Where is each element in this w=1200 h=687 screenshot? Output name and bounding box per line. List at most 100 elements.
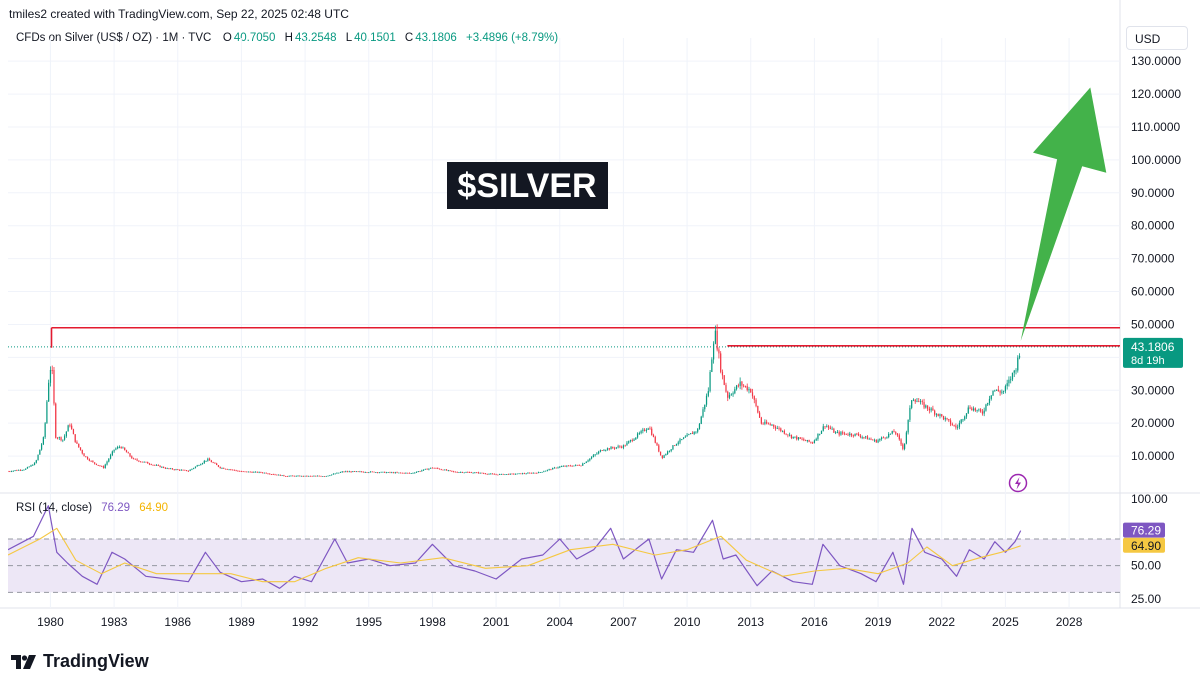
candle-body xyxy=(548,469,550,471)
candle-body xyxy=(903,443,906,449)
candle-body xyxy=(460,472,462,473)
candle-body xyxy=(320,475,322,477)
candle-body xyxy=(806,439,808,441)
candle-body xyxy=(624,445,626,447)
candle-body xyxy=(200,464,202,466)
candle-body xyxy=(175,469,177,471)
candle-body xyxy=(152,464,154,466)
candle-body xyxy=(48,382,50,402)
candle-body xyxy=(619,446,621,448)
candle-body xyxy=(819,433,821,435)
candle-body xyxy=(428,468,430,470)
candle-body xyxy=(113,449,115,452)
candle-body xyxy=(744,385,747,387)
candle-body xyxy=(323,476,326,477)
rsi-legend[interactable]: RSI (14, close) 76.29 64.90 xyxy=(16,502,168,514)
candle-body xyxy=(895,432,897,434)
candle-body xyxy=(562,465,564,467)
candle-body xyxy=(617,446,619,448)
candle-body xyxy=(143,461,145,463)
candle-body xyxy=(350,471,352,473)
candle-body xyxy=(140,461,142,463)
candle-body xyxy=(426,468,428,470)
candle-body xyxy=(513,473,515,475)
candle-body xyxy=(166,468,168,470)
symbol-legend: CFDs on Silver (US$ / OZ) · 1M · TVC O 40… xyxy=(16,32,564,44)
candle-body xyxy=(541,471,543,473)
candle-body xyxy=(353,471,356,472)
candle-body xyxy=(564,465,566,467)
candle-body xyxy=(942,415,945,420)
candle-body xyxy=(1017,357,1019,371)
candle-body xyxy=(231,469,234,471)
candle-body xyxy=(960,419,962,423)
candle-body xyxy=(803,439,805,441)
candle-body xyxy=(120,446,122,449)
candle-body xyxy=(26,467,29,469)
candle-body xyxy=(35,460,37,463)
candle-body xyxy=(331,474,333,476)
candle-body xyxy=(263,472,266,474)
candle-body xyxy=(631,440,633,441)
candle-body xyxy=(281,475,283,476)
candle-body xyxy=(277,474,280,476)
axes: 130.0000 120.0000 110.0000 100.0000 90.0000 8… xyxy=(37,54,1181,629)
candle-body xyxy=(734,389,736,394)
candle-body xyxy=(216,463,218,466)
candle-body xyxy=(889,433,892,435)
candle-body xyxy=(567,465,570,467)
candle-body xyxy=(99,465,101,467)
candle-body xyxy=(309,475,312,477)
candle-body xyxy=(122,447,124,449)
candle-body xyxy=(661,455,663,458)
candle-body xyxy=(10,471,13,473)
candle-body xyxy=(180,469,182,471)
time-tick-label: 1983 xyxy=(101,615,128,629)
candle-body xyxy=(338,472,340,474)
candle-body xyxy=(573,465,575,467)
candle-body xyxy=(716,330,718,350)
candle-body xyxy=(1004,386,1007,392)
candle-body xyxy=(672,445,674,450)
candle-body xyxy=(17,469,20,471)
candle-body xyxy=(502,473,504,475)
candle-body xyxy=(645,429,648,431)
candle-body xyxy=(972,408,975,411)
price-series xyxy=(8,324,1021,477)
silver-label-text: $SILVER xyxy=(457,167,596,205)
price-tick-label: 30.0000 xyxy=(1131,383,1175,397)
candle-body xyxy=(827,426,830,428)
candle-body xyxy=(873,439,876,441)
close-value: 43.1806 xyxy=(415,32,457,44)
close-label: C xyxy=(404,32,414,44)
candle-body xyxy=(598,451,600,454)
candle-body xyxy=(276,474,278,476)
candle-body xyxy=(868,438,870,440)
candle-body xyxy=(230,469,232,471)
currency-button[interactable]: USD xyxy=(1126,26,1188,50)
candle-body xyxy=(8,471,9,473)
candle-body xyxy=(748,389,750,391)
candle-body xyxy=(484,473,487,475)
candle-body xyxy=(366,472,368,474)
candle-body xyxy=(78,443,80,448)
candle-body xyxy=(902,444,904,449)
lightning-icon[interactable] xyxy=(1008,473,1028,493)
tradingview-logo[interactable]: TradingView xyxy=(11,651,149,672)
candle-body xyxy=(438,468,441,470)
candle-body xyxy=(732,393,734,395)
candle-body xyxy=(831,428,833,430)
candle-body xyxy=(136,459,138,461)
candle-body xyxy=(157,465,159,466)
candle-body xyxy=(534,472,536,474)
candle-body xyxy=(237,470,239,472)
candle-body xyxy=(758,412,761,418)
candle-body xyxy=(516,473,518,475)
candle-body xyxy=(751,392,754,397)
candle-body xyxy=(918,401,920,403)
candle-body xyxy=(723,375,725,385)
candle-body xyxy=(665,454,667,456)
lightning-icon-bolt xyxy=(1015,477,1021,490)
